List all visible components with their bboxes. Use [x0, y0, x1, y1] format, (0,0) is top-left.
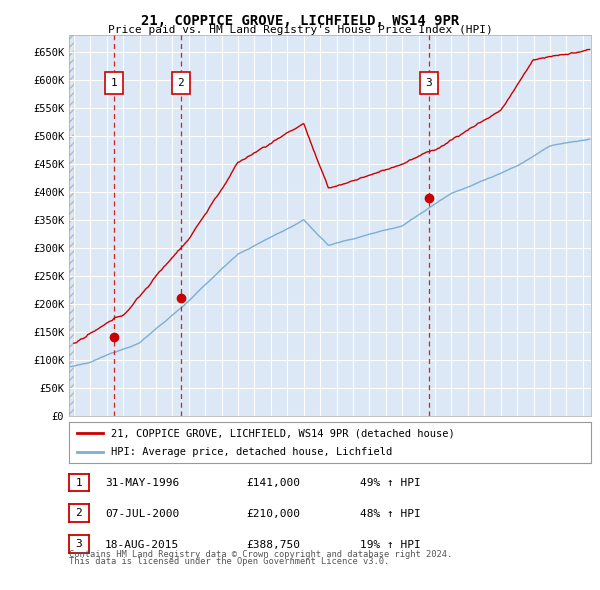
- Text: 1: 1: [76, 478, 82, 487]
- FancyBboxPatch shape: [104, 73, 122, 94]
- Text: HPI: Average price, detached house, Lichfield: HPI: Average price, detached house, Lich…: [111, 447, 392, 457]
- Text: £210,000: £210,000: [246, 509, 300, 519]
- FancyBboxPatch shape: [420, 73, 438, 94]
- Text: £141,000: £141,000: [246, 478, 300, 488]
- Text: 3: 3: [76, 539, 82, 549]
- Text: 2: 2: [76, 509, 82, 518]
- FancyBboxPatch shape: [69, 35, 74, 416]
- Text: 49% ↑ HPI: 49% ↑ HPI: [360, 478, 421, 488]
- Text: £388,750: £388,750: [246, 540, 300, 549]
- Text: 19% ↑ HPI: 19% ↑ HPI: [360, 540, 421, 549]
- Text: Contains HM Land Registry data © Crown copyright and database right 2024.: Contains HM Land Registry data © Crown c…: [69, 550, 452, 559]
- Text: 3: 3: [425, 78, 433, 88]
- Text: 07-JUL-2000: 07-JUL-2000: [105, 509, 179, 519]
- Text: 48% ↑ HPI: 48% ↑ HPI: [360, 509, 421, 519]
- Text: 21, COPPICE GROVE, LICHFIELD, WS14 9PR: 21, COPPICE GROVE, LICHFIELD, WS14 9PR: [141, 14, 459, 28]
- Text: 31-MAY-1996: 31-MAY-1996: [105, 478, 179, 488]
- Text: Price paid vs. HM Land Registry's House Price Index (HPI): Price paid vs. HM Land Registry's House …: [107, 25, 493, 35]
- Text: 18-AUG-2015: 18-AUG-2015: [105, 540, 179, 549]
- Text: 1: 1: [110, 78, 117, 88]
- Text: 2: 2: [178, 78, 184, 88]
- Text: This data is licensed under the Open Government Licence v3.0.: This data is licensed under the Open Gov…: [69, 557, 389, 566]
- Text: 21, COPPICE GROVE, LICHFIELD, WS14 9PR (detached house): 21, COPPICE GROVE, LICHFIELD, WS14 9PR (…: [111, 428, 455, 438]
- FancyBboxPatch shape: [172, 73, 190, 94]
